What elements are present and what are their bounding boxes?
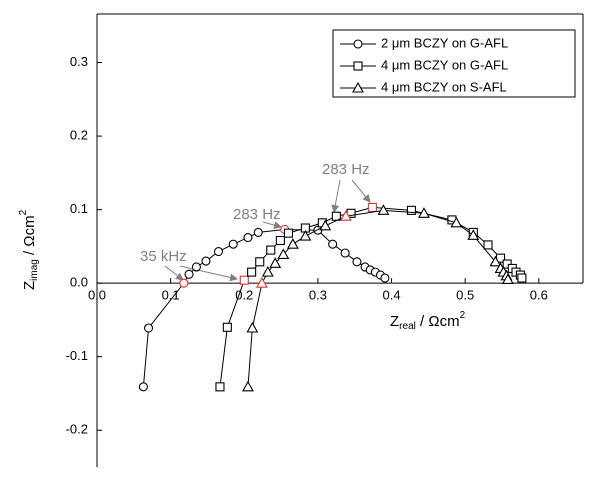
x-tick-label: 0.3 bbox=[309, 288, 327, 303]
label-part: / Ωcm bbox=[21, 215, 38, 259]
y-tick-label: 0.3 bbox=[70, 54, 88, 69]
y-tick-label: 0.2 bbox=[70, 128, 88, 143]
point bbox=[266, 245, 276, 255]
point bbox=[184, 269, 194, 279]
point bbox=[319, 219, 332, 231]
point bbox=[269, 257, 282, 268]
y-tick-label: -0.2 bbox=[66, 422, 88, 437]
point bbox=[228, 239, 238, 249]
arrow bbox=[164, 265, 184, 281]
annotation: 35 kHz bbox=[140, 248, 187, 265]
point bbox=[246, 321, 259, 333]
arrow bbox=[179, 265, 238, 282]
point bbox=[256, 277, 268, 288]
x-tick-label: 0.6 bbox=[530, 288, 548, 303]
point bbox=[517, 273, 527, 283]
point bbox=[222, 322, 232, 332]
point bbox=[138, 382, 148, 392]
legend-label: 2 μm BCZY on G-AFL bbox=[381, 35, 508, 50]
y-tick-label: -0.1 bbox=[66, 348, 88, 363]
label-part: / Ωcm bbox=[416, 313, 460, 330]
label-part: Z bbox=[21, 281, 38, 290]
point bbox=[467, 229, 480, 240]
point bbox=[367, 202, 377, 212]
legend-marker bbox=[353, 39, 363, 49]
point bbox=[380, 273, 390, 283]
label-part: 2 bbox=[18, 209, 29, 215]
y-tick-label: 0.0 bbox=[70, 275, 88, 290]
annotation: 283 Hz bbox=[233, 206, 281, 223]
point bbox=[377, 204, 390, 215]
point bbox=[247, 267, 257, 277]
legend-box bbox=[332, 29, 576, 98]
point bbox=[261, 265, 274, 277]
point bbox=[483, 240, 493, 250]
y-tick-label: 0.1 bbox=[70, 201, 88, 216]
point bbox=[299, 229, 312, 241]
legend-label: 4 μm BCZY on G-AFL bbox=[381, 57, 508, 72]
point bbox=[450, 216, 463, 228]
point bbox=[501, 273, 514, 285]
annotations: 35 kHz 283 Hz 283 Hz bbox=[140, 161, 371, 282]
legend-label: 4 μm BCZY on S-AFL bbox=[381, 79, 507, 94]
annotation: 283 Hz bbox=[322, 161, 370, 178]
arrow bbox=[351, 179, 371, 203]
arrow bbox=[331, 179, 341, 213]
point bbox=[339, 210, 352, 221]
point bbox=[275, 235, 285, 246]
point bbox=[489, 255, 502, 267]
point bbox=[215, 382, 225, 392]
point bbox=[242, 380, 254, 392]
point bbox=[239, 275, 249, 285]
label-part: 2 bbox=[460, 310, 466, 321]
x-tick-label: 0.2 bbox=[235, 288, 253, 303]
legend-marker bbox=[352, 81, 364, 93]
point bbox=[255, 257, 265, 267]
y-axis-label: Zimag / Ωcm2 bbox=[18, 209, 40, 290]
x-tick-label: 0.0 bbox=[88, 288, 106, 303]
point bbox=[143, 323, 154, 333]
point bbox=[286, 238, 299, 249]
point bbox=[213, 246, 224, 257]
point bbox=[253, 227, 263, 237]
point bbox=[243, 233, 253, 243]
x-tick-label: 0.4 bbox=[383, 288, 401, 303]
x-axis-label: Zreal / Ωcm2 bbox=[390, 310, 466, 332]
point bbox=[418, 207, 430, 218]
x-tick-label: 0.1 bbox=[162, 288, 180, 303]
label-part: imag bbox=[29, 259, 40, 281]
legend-marker bbox=[353, 61, 363, 71]
point bbox=[283, 228, 294, 238]
point bbox=[352, 257, 362, 267]
point bbox=[277, 248, 290, 260]
arrow bbox=[262, 221, 282, 229]
point bbox=[328, 239, 338, 249]
point bbox=[201, 256, 211, 266]
point bbox=[340, 248, 350, 258]
point bbox=[191, 262, 201, 272]
label-part: real bbox=[399, 321, 416, 332]
x-tick-label: 0.5 bbox=[456, 288, 474, 303]
point bbox=[179, 278, 189, 288]
label-part: Z bbox=[390, 313, 399, 330]
point bbox=[406, 205, 416, 215]
